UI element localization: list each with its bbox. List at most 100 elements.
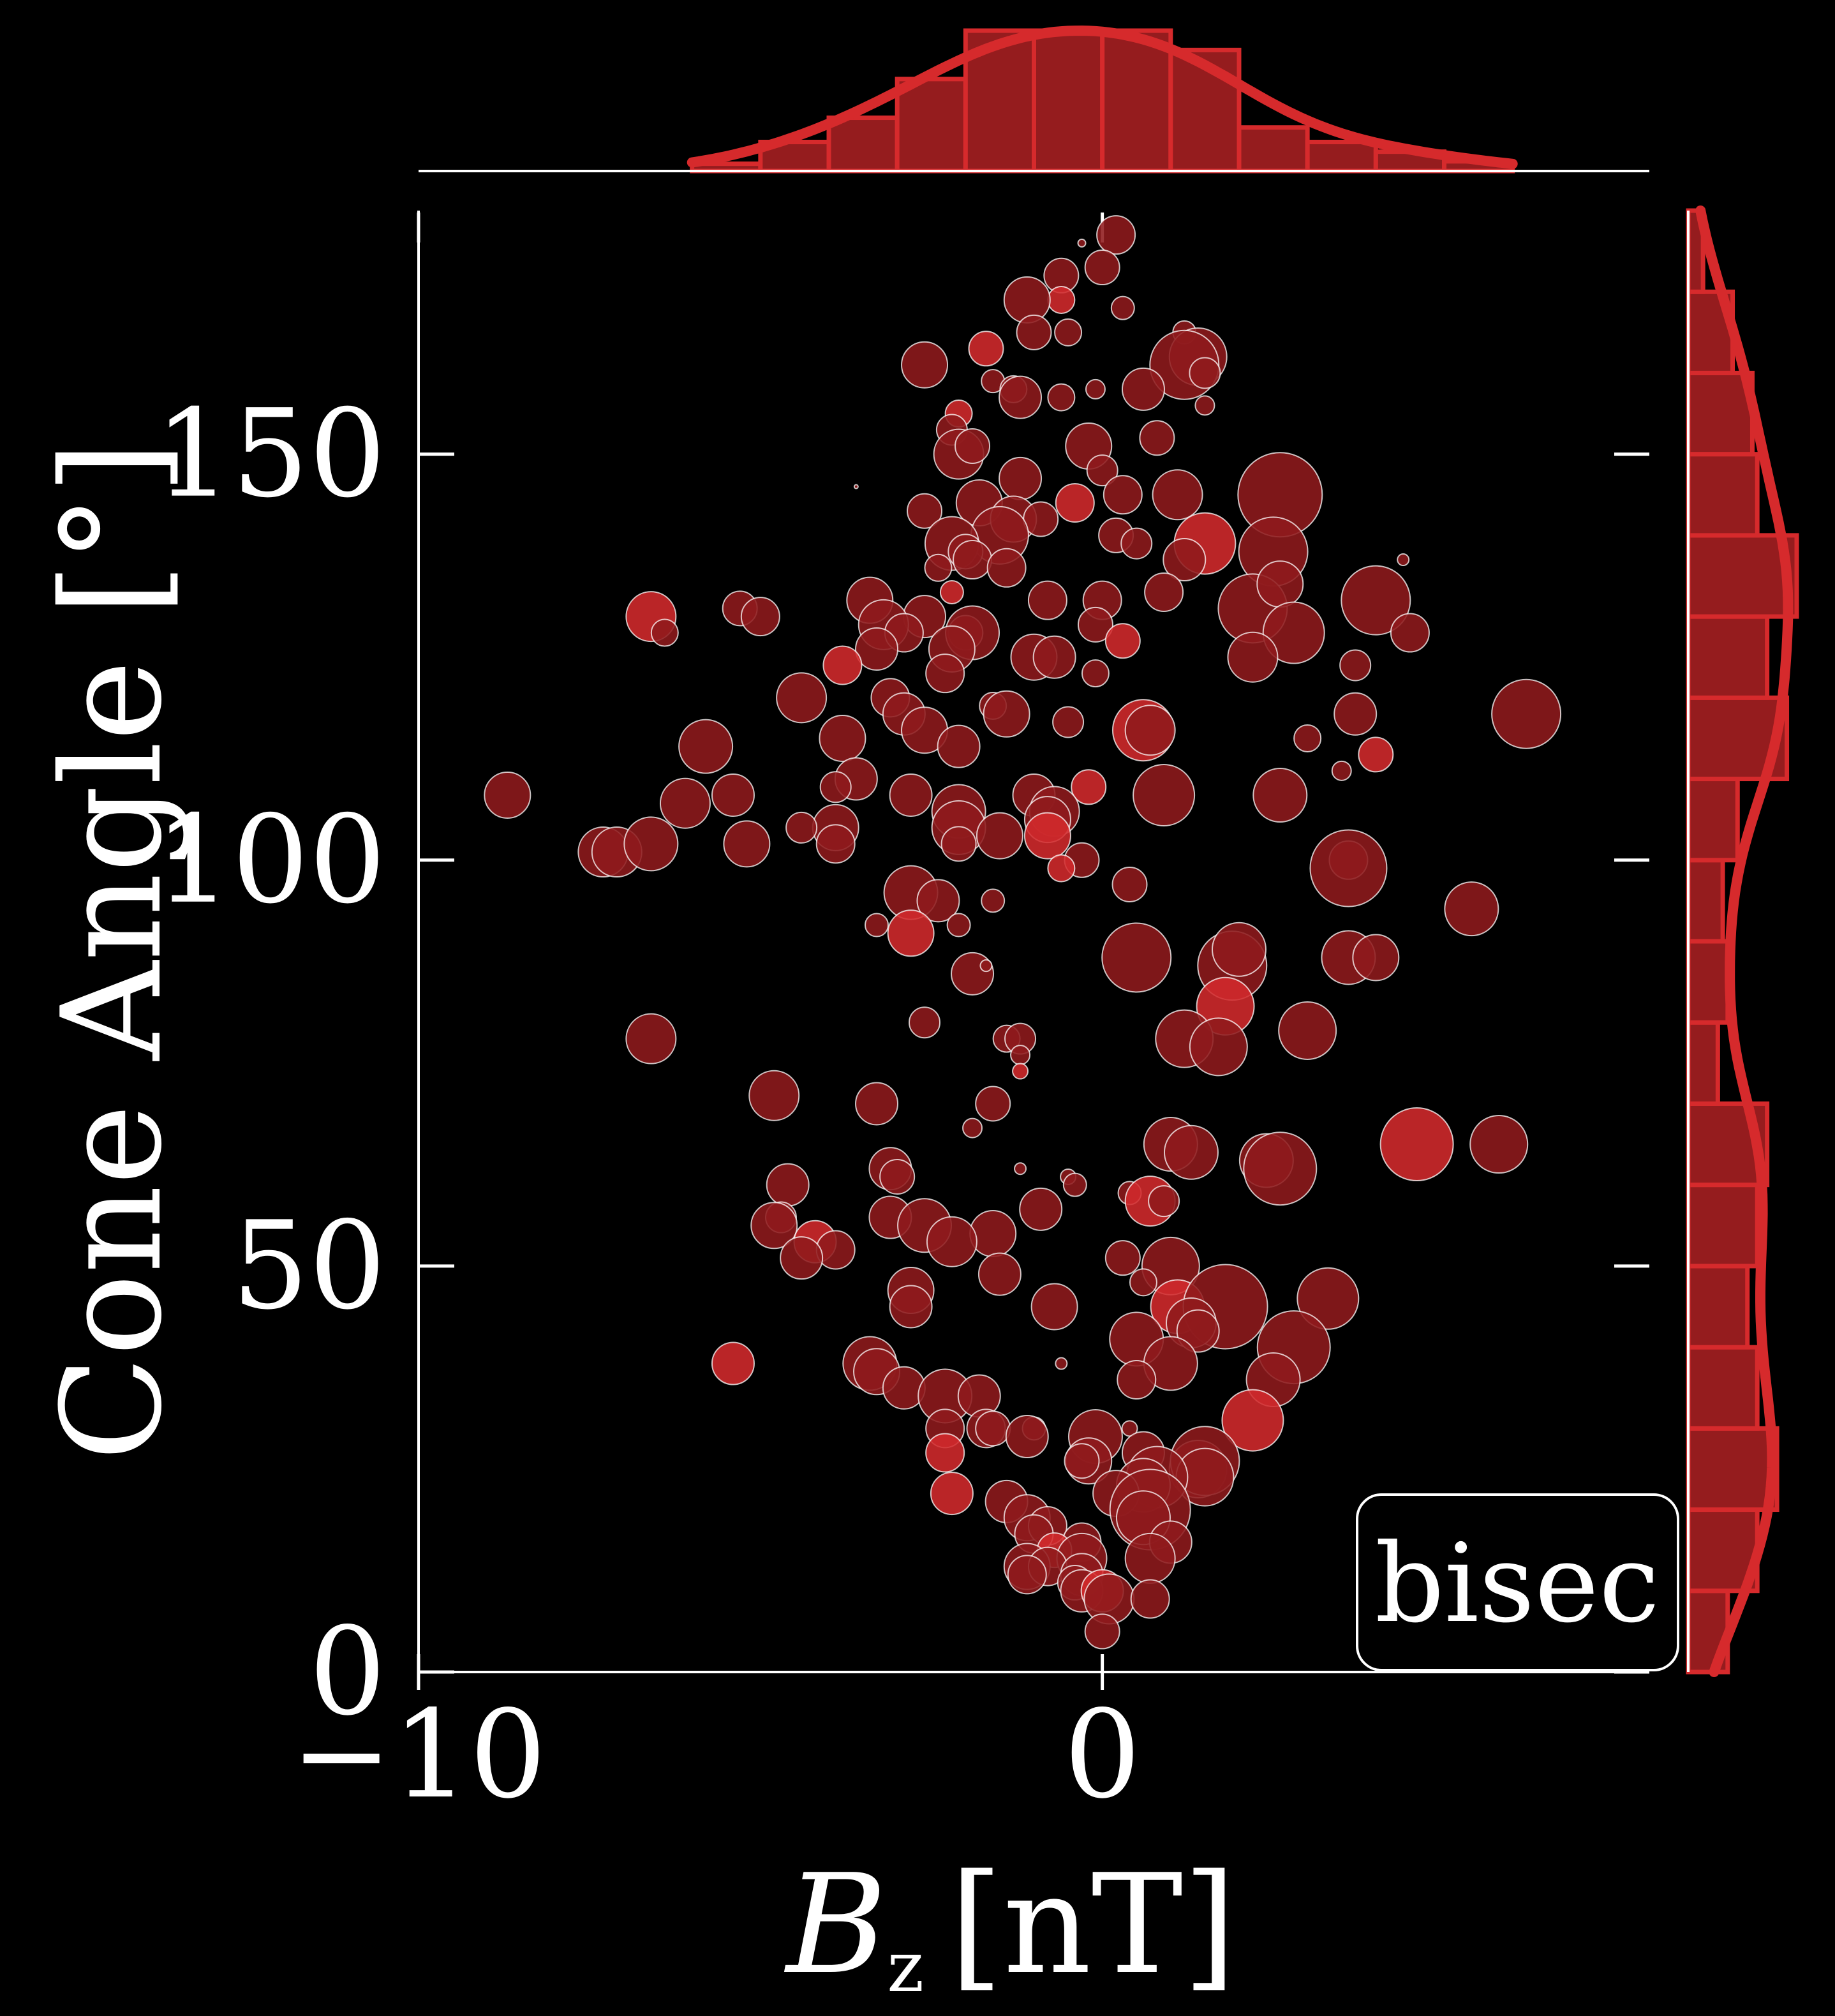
scatter-point — [1071, 769, 1107, 805]
scatter-point — [625, 1013, 677, 1064]
top-kde-curve — [687, 25, 1518, 169]
scatter-point — [1047, 285, 1076, 314]
scatter-point — [1030, 1283, 1078, 1331]
scatter-point — [1016, 314, 1052, 350]
scatter-point — [1176, 1309, 1220, 1353]
scatter-point — [1152, 469, 1203, 521]
scatter-point — [650, 618, 679, 647]
scatter-point — [999, 456, 1043, 500]
scatter-point — [1027, 580, 1067, 620]
scatter-point — [951, 952, 995, 996]
top-histogram-bar — [895, 77, 968, 174]
scatter-point — [909, 1006, 941, 1039]
scatter-point — [1133, 764, 1196, 826]
y-tick-label: 100 — [154, 789, 386, 930]
legend-frame — [1356, 1493, 1679, 1671]
scatter-point — [916, 879, 960, 923]
scatter-point — [1096, 215, 1136, 255]
scatter-point — [1352, 934, 1400, 982]
scatter-point — [889, 773, 933, 817]
scatter-point — [819, 771, 852, 803]
scatter-point — [776, 672, 828, 724]
scatter-point — [946, 913, 971, 937]
y-tick-label: 150 — [154, 384, 386, 525]
scatter-point — [937, 724, 981, 768]
scatter-point — [1293, 724, 1322, 752]
scatter-point — [930, 1472, 974, 1516]
scatter-point — [1052, 706, 1085, 738]
scatter-point — [1064, 1443, 1100, 1479]
scatter-point — [1084, 1613, 1120, 1650]
scatter-point — [1144, 572, 1184, 612]
scatter-point — [1148, 1185, 1180, 1218]
scatter-point — [979, 959, 993, 973]
scatter-point — [748, 1070, 800, 1121]
scatter-point — [766, 1163, 810, 1207]
right-histogram-bar — [1686, 1183, 1760, 1269]
scatter-point — [678, 719, 734, 774]
scatter-point — [855, 1082, 899, 1126]
scatter-point — [955, 428, 991, 464]
scatter-point — [785, 811, 818, 844]
scatter-point — [1130, 1579, 1170, 1619]
scatter-point — [926, 1216, 977, 1267]
scatter-point — [1007, 1555, 1047, 1595]
scatter-point — [1077, 606, 1113, 643]
scatter-point — [999, 375, 1043, 419]
scatter-point — [1243, 1131, 1318, 1206]
scatter-point — [1296, 1267, 1360, 1330]
scatter-point — [1252, 768, 1308, 823]
scatter-point — [711, 1341, 755, 1385]
scatter-point — [1339, 649, 1372, 682]
scatter-point — [879, 1158, 916, 1195]
scatter-point — [1054, 318, 1083, 347]
scatter-point — [1331, 760, 1352, 781]
top-histogram-bar — [1100, 28, 1173, 174]
scatter-point — [711, 773, 755, 817]
scatter-point — [1103, 475, 1143, 515]
scatter-point — [1124, 1532, 1176, 1584]
scatter-point — [1081, 659, 1110, 688]
top-histogram-bar — [1237, 125, 1310, 174]
x-tick-label: 0 — [1064, 1684, 1141, 1825]
right-kde-curve — [1695, 205, 1794, 1677]
scatter-point — [1104, 1240, 1141, 1276]
scatter-point — [822, 645, 863, 685]
legend: bisec — [1356, 1493, 1679, 1671]
scatter-point — [1221, 1389, 1284, 1452]
scatter-point — [1005, 1415, 1049, 1459]
right-histogram-bar — [1686, 777, 1740, 863]
y-axis-label: Cone Angle [°] — [32, 441, 192, 1461]
scatter-point — [981, 888, 1006, 913]
scatter-point — [1256, 560, 1304, 608]
x-axis-label: Bz [nT] — [784, 1844, 1237, 2008]
scatter-point — [1358, 736, 1394, 773]
y-tick-label: 0 — [309, 1601, 386, 1742]
scatter-point — [853, 484, 859, 489]
scatter-point — [780, 1236, 824, 1280]
scatter-point — [1014, 1162, 1027, 1176]
x-axis-label-symbol: B — [784, 1844, 887, 2005]
scatter-point — [986, 548, 1027, 588]
scatter-point — [1086, 454, 1118, 487]
scatter-point — [969, 1210, 1017, 1257]
scatter-point — [1341, 565, 1411, 636]
scatter-point — [1278, 1001, 1337, 1060]
top-histogram-bar — [826, 116, 900, 174]
scatter-point — [1189, 1017, 1248, 1077]
scatter-point — [1139, 420, 1175, 456]
right-histogram-bar — [1686, 858, 1725, 944]
scatter-point — [1012, 1063, 1029, 1080]
scatter-point — [855, 627, 899, 671]
scatter-point — [1111, 866, 1148, 902]
scatter-point — [1491, 678, 1562, 749]
x-axis-label-subscript: z — [887, 1926, 924, 2008]
scatter-point — [1120, 527, 1153, 560]
scatter-point — [1397, 553, 1410, 567]
x-tick-label: −10 — [291, 1684, 547, 1825]
scatter-point — [1309, 829, 1388, 907]
scatter-point — [977, 1252, 1022, 1296]
scatter-point — [1062, 1172, 1087, 1197]
scatter-point — [1104, 623, 1141, 659]
